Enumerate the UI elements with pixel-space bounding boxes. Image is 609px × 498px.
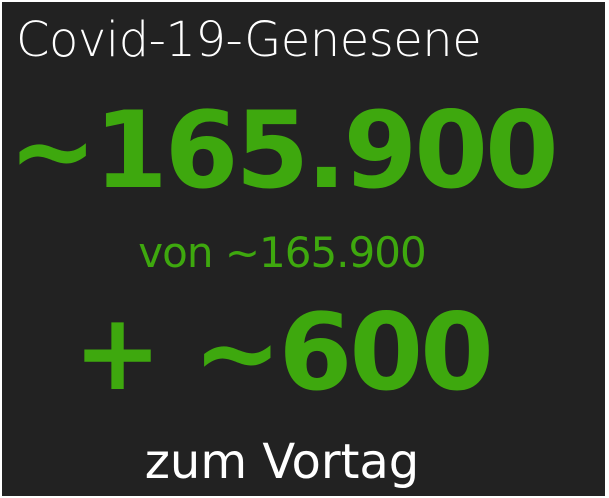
recovered-count: ~165.900 — [8, 89, 559, 212]
daily-change: + ~600 — [73, 291, 494, 414]
daily-change-label: zum Vortag — [144, 434, 420, 490]
total-count: von ~165.900 — [138, 228, 426, 277]
widget-title: Covid-19-Genesene — [16, 12, 482, 68]
